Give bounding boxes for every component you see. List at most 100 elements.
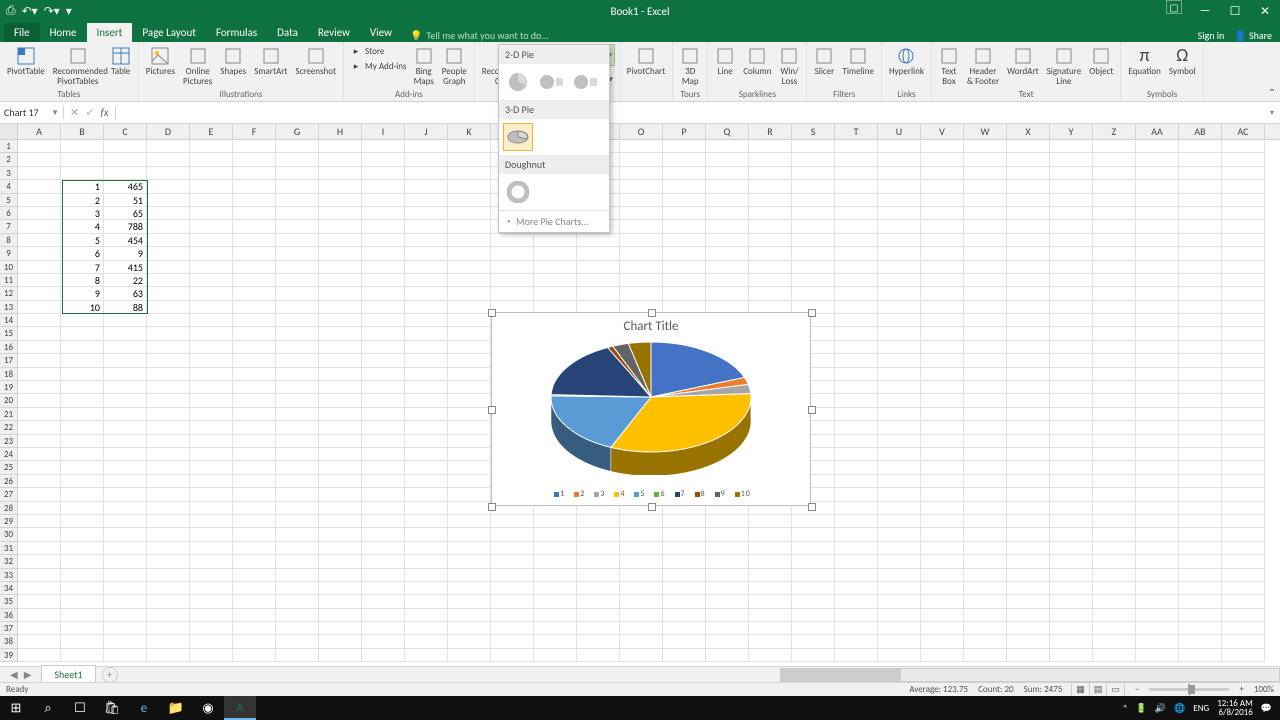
cell[interactable]	[921, 555, 964, 568]
cell[interactable]	[1007, 528, 1050, 541]
cell[interactable]	[878, 234, 921, 247]
cell[interactable]	[1136, 569, 1179, 582]
cell[interactable]	[1007, 515, 1050, 528]
cell[interactable]	[1136, 555, 1179, 568]
pictures-button[interactable]: Pictures	[143, 44, 178, 79]
row-header[interactable]: 6	[0, 207, 17, 220]
cell[interactable]	[964, 327, 1007, 340]
cell[interactable]	[61, 649, 104, 662]
cell[interactable]	[18, 582, 61, 595]
cell[interactable]	[878, 274, 921, 287]
cell[interactable]	[878, 261, 921, 274]
cell[interactable]	[362, 488, 405, 501]
cell[interactable]	[1093, 234, 1136, 247]
cell[interactable]	[1007, 274, 1050, 287]
cell[interactable]	[1007, 569, 1050, 582]
cell[interactable]	[1050, 287, 1093, 300]
cell[interactable]	[921, 247, 964, 260]
cell[interactable]	[1050, 247, 1093, 260]
cell[interactable]	[18, 381, 61, 394]
signature-button[interactable]: SignatureLine	[1044, 44, 1085, 89]
cell[interactable]	[1050, 220, 1093, 233]
cell[interactable]	[276, 488, 319, 501]
cell[interactable]	[1093, 354, 1136, 367]
cell[interactable]	[1093, 220, 1136, 233]
collapse-ribbon-icon[interactable]: ⌃	[1268, 86, 1276, 99]
cell[interactable]	[1179, 435, 1222, 448]
row-header[interactable]: 2	[0, 153, 17, 166]
cell[interactable]	[319, 261, 362, 274]
bing-button[interactable]: BingMaps	[411, 44, 437, 89]
cell[interactable]	[1222, 475, 1265, 488]
cell[interactable]	[1179, 475, 1222, 488]
cell[interactable]	[233, 368, 276, 381]
cell[interactable]	[1222, 354, 1265, 367]
cell[interactable]	[1136, 207, 1179, 220]
sign-in-link[interactable]: Sign in	[1198, 29, 1225, 42]
cell[interactable]	[1093, 180, 1136, 193]
cell[interactable]	[1007, 421, 1050, 434]
cell[interactable]	[792, 220, 835, 233]
row-header[interactable]: 9	[0, 247, 17, 260]
cell[interactable]	[405, 180, 448, 193]
cell[interactable]	[147, 609, 190, 622]
cell[interactable]	[1007, 502, 1050, 515]
cell[interactable]	[147, 502, 190, 515]
cell[interactable]	[835, 368, 878, 381]
cell[interactable]	[276, 261, 319, 274]
cell[interactable]	[233, 609, 276, 622]
cell[interactable]	[878, 635, 921, 648]
cell[interactable]	[61, 421, 104, 434]
cell[interactable]	[448, 435, 491, 448]
cell[interactable]	[1050, 502, 1093, 515]
cell[interactable]	[620, 140, 663, 153]
cell[interactable]	[792, 180, 835, 193]
col-header[interactable]: S	[792, 124, 835, 139]
cell[interactable]	[147, 435, 190, 448]
row-header[interactable]: 23	[0, 435, 17, 448]
cell[interactable]	[362, 421, 405, 434]
cell[interactable]	[921, 354, 964, 367]
cell[interactable]	[964, 542, 1007, 555]
cell[interactable]	[362, 635, 405, 648]
cell[interactable]	[190, 341, 233, 354]
cell[interactable]	[491, 635, 534, 648]
col-header[interactable]: T	[835, 124, 878, 139]
cell[interactable]	[878, 247, 921, 260]
cell[interactable]	[534, 635, 577, 648]
cell[interactable]	[362, 622, 405, 635]
cell[interactable]	[1093, 408, 1136, 421]
cell[interactable]	[1136, 220, 1179, 233]
cell[interactable]	[878, 475, 921, 488]
cell[interactable]	[792, 234, 835, 247]
cell[interactable]	[147, 234, 190, 247]
cell[interactable]	[1136, 542, 1179, 555]
maximize-button[interactable]: ☐	[1220, 0, 1250, 22]
cell[interactable]	[1050, 528, 1093, 541]
addin-my-add-ins[interactable]: ▸My Add-ins	[348, 59, 409, 73]
cell[interactable]	[233, 301, 276, 314]
cell[interactable]	[448, 488, 491, 501]
cell[interactable]	[491, 515, 534, 528]
cell[interactable]	[1007, 153, 1050, 166]
row-header[interactable]: 1	[0, 140, 17, 153]
cell[interactable]	[792, 582, 835, 595]
col-header[interactable]: P	[663, 124, 706, 139]
cell[interactable]	[104, 569, 147, 582]
cell[interactable]	[18, 274, 61, 287]
cell[interactable]	[921, 488, 964, 501]
cell[interactable]	[835, 435, 878, 448]
cell[interactable]	[663, 180, 706, 193]
cell[interactable]	[1093, 368, 1136, 381]
cell[interactable]	[319, 301, 362, 314]
cell[interactable]	[706, 542, 749, 555]
cell[interactable]	[448, 247, 491, 260]
cell[interactable]	[1179, 542, 1222, 555]
cell[interactable]	[362, 595, 405, 608]
cell[interactable]	[1050, 261, 1093, 274]
row-header[interactable]: 38	[0, 635, 17, 648]
cell[interactable]	[534, 595, 577, 608]
cell[interactable]	[534, 622, 577, 635]
undo-icon[interactable]: ↶▾	[22, 4, 38, 19]
cell[interactable]	[18, 622, 61, 635]
